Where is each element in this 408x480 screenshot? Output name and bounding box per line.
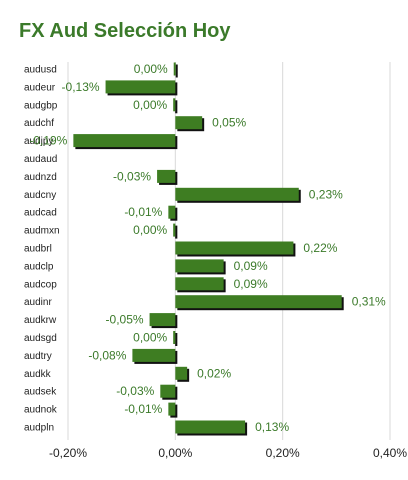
value-label: 0,09%	[234, 277, 268, 291]
bar	[175, 116, 203, 130]
bar	[173, 223, 176, 237]
chart-title: FX Aud Selección Hoy	[19, 20, 231, 42]
value-label: -0,01%	[124, 205, 162, 219]
bar	[173, 331, 176, 344]
x-tick-label: -0,20%	[49, 446, 87, 460]
category-label: audaud	[24, 154, 57, 165]
value-label: 0,00%	[133, 98, 167, 112]
bar	[149, 313, 176, 327]
category-label: audnok	[24, 405, 58, 416]
value-label: 0,23%	[309, 187, 343, 201]
value-label: 0,05%	[212, 116, 246, 130]
category-label: audmxn	[24, 226, 60, 237]
bar	[175, 259, 224, 273]
bar	[173, 62, 176, 76]
bar	[105, 80, 176, 94]
bar-shadow	[175, 225, 178, 239]
category-label: audtry	[24, 351, 52, 362]
bar	[175, 277, 224, 291]
category-label: audbrl	[24, 244, 52, 255]
bar	[157, 169, 176, 183]
value-label: -0,13%	[62, 80, 100, 94]
value-label: 0,02%	[197, 366, 231, 380]
value-label: -0,19%	[29, 134, 67, 148]
category-label: audkk	[24, 369, 52, 380]
category-label: audsgd	[24, 333, 57, 344]
bar-shadow	[175, 64, 178, 78]
x-tick-label: 0,00%	[158, 446, 192, 460]
value-label: -0,01%	[124, 402, 162, 416]
value-label: 0,09%	[234, 259, 268, 273]
category-label: audkrw	[24, 315, 57, 326]
value-label: 0,31%	[352, 295, 386, 309]
value-label: 0,22%	[303, 241, 337, 255]
value-label: -0,03%	[116, 384, 154, 398]
category-label: audgbp	[24, 100, 58, 111]
category-label: audcad	[24, 208, 57, 219]
category-label: audclp	[24, 261, 54, 272]
value-label: 0,00%	[133, 223, 167, 237]
x-tick-label: 0,40%	[373, 446, 407, 460]
x-tick-label: 0,20%	[266, 446, 300, 460]
bar	[73, 134, 176, 148]
bar	[175, 420, 246, 434]
value-label: -0,03%	[113, 169, 151, 183]
bar	[160, 384, 176, 398]
category-label: audeur	[24, 82, 56, 93]
bar	[175, 241, 294, 255]
bar	[175, 366, 188, 380]
bar	[168, 402, 176, 416]
category-label: audsek	[24, 387, 57, 398]
bar	[175, 295, 342, 309]
value-label: 0,00%	[133, 331, 167, 345]
category-label: audcny	[24, 190, 56, 201]
bar	[173, 98, 176, 112]
category-label: audusd	[24, 65, 57, 76]
bar-shadow	[175, 333, 178, 346]
bar-shadow	[175, 100, 178, 114]
value-label: -0,08%	[88, 348, 126, 362]
bar	[168, 205, 176, 219]
category-label: audcop	[24, 279, 57, 290]
category-label: audinr	[24, 297, 52, 308]
bar	[175, 187, 299, 201]
category-label: audjpy	[24, 136, 53, 147]
bar	[132, 348, 176, 362]
value-label: 0,13%	[255, 420, 289, 434]
category-label: audpln	[24, 423, 54, 434]
category-label: audchf	[24, 118, 54, 129]
value-label: 0,00%	[134, 62, 168, 76]
category-label: audnzd	[24, 172, 57, 183]
value-label: -0,05%	[106, 313, 144, 327]
